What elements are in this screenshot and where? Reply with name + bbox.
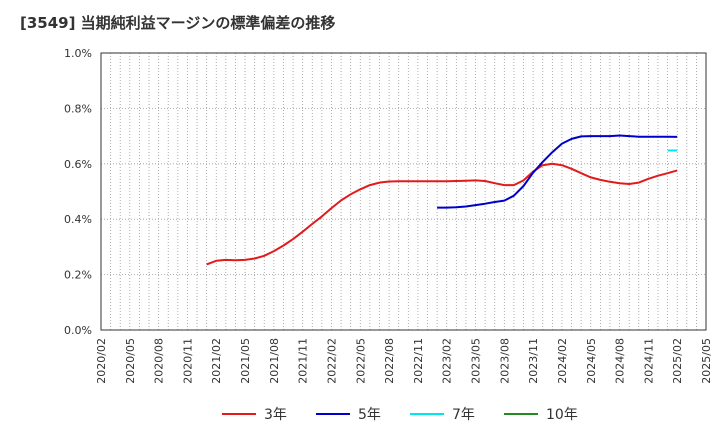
x-tick-label: 2023/02 — [441, 338, 454, 384]
legend-label: 3年 — [264, 407, 287, 423]
series-lines — [206, 134, 678, 266]
x-tick-label: 2025/05 — [700, 338, 713, 384]
x-tick-label: 2022/02 — [325, 338, 338, 384]
x-tick-label: 2024/11 — [642, 338, 655, 384]
y-tick-label: 0.2% — [64, 269, 92, 282]
x-tick-label: 2020/05 — [124, 338, 137, 384]
y-tick-label: 0.8% — [64, 102, 92, 115]
x-tick-label: 2024/08 — [614, 338, 627, 384]
axes: 0.0% 0.2% 0.4% 0.6% 0.8% 1.0% 2020/02 2020/05 20… — [64, 47, 713, 384]
legend-label: 10年 — [546, 407, 578, 423]
x-tick-label: 2024/02 — [556, 338, 569, 384]
x-tick-label: 2025/02 — [671, 338, 684, 384]
x-tick-label: 2021/08 — [268, 338, 281, 384]
x-tick-label: 2022/11 — [412, 338, 425, 384]
series-line-3年 — [206, 162, 678, 266]
x-tick-label: 2020/08 — [153, 338, 166, 384]
x-tick-label: 2021/11 — [297, 338, 310, 384]
x-tick-label: 2022/05 — [354, 338, 367, 384]
x-tick-label: 2023/11 — [527, 338, 540, 384]
x-tick-label: 2023/08 — [498, 338, 511, 384]
legend: 3年 5年 7年 10年 — [222, 407, 578, 423]
chart-title: [3549] 当期純利益マージンの標準偏差の推移 — [20, 14, 336, 32]
y-tick-label: 1.0% — [64, 47, 92, 60]
y-tick-label: 0.6% — [64, 158, 92, 171]
x-tick-label: 2021/02 — [210, 338, 223, 384]
legend-label: 7年 — [452, 407, 475, 423]
plot-border — [100, 52, 707, 331]
x-tick-label: 2021/05 — [239, 338, 252, 384]
y-tick-label: 0.0% — [64, 324, 92, 337]
series-line-5年 — [437, 134, 678, 209]
x-tick-label: 2023/05 — [470, 338, 483, 384]
x-tick-label: 2020/02 — [95, 338, 108, 384]
x-tick-label: 2024/05 — [585, 338, 598, 384]
y-tick-label: 0.4% — [64, 213, 92, 226]
x-tick-label: 2020/11 — [181, 338, 194, 384]
x-tick-label: 2022/08 — [383, 338, 396, 384]
legend-label: 5年 — [358, 407, 381, 423]
plot-area — [101, 53, 706, 330]
